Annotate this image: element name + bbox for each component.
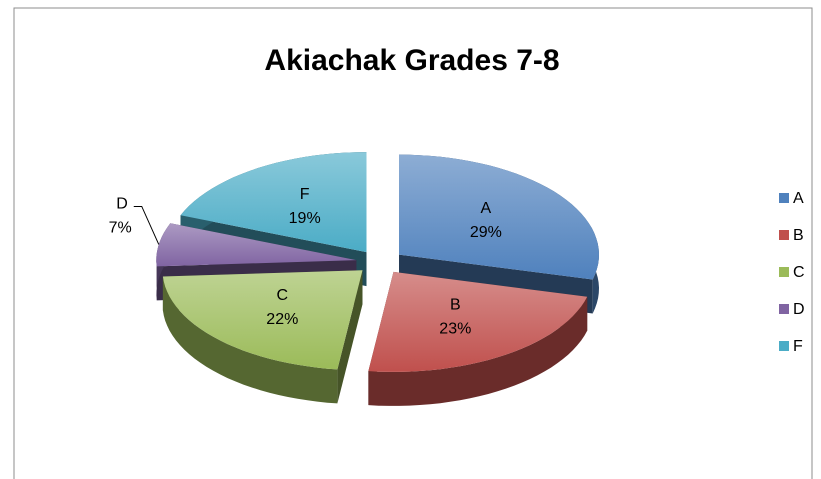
data-label-value: 29% (470, 224, 502, 241)
legend-label: B (793, 227, 804, 244)
legend-swatch (779, 304, 789, 314)
data-label-value: 19% (289, 210, 321, 227)
data-label-name: D (116, 196, 128, 213)
data-label-name: B (450, 297, 461, 314)
data-label-value: 22% (266, 311, 298, 328)
pie-slice (162, 270, 363, 404)
legend-swatch (779, 267, 789, 277)
legend-label: F (793, 338, 803, 355)
slice-top (399, 154, 599, 280)
legend-label: A (793, 190, 804, 207)
legend-label: D (793, 301, 805, 318)
data-label-name: A (481, 200, 492, 217)
data-label-value: 23% (439, 321, 471, 338)
data-label-name: C (277, 287, 289, 304)
slice-top (180, 152, 367, 253)
data-label-name: F (300, 186, 310, 203)
slice-wall (162, 276, 338, 404)
slice-top (156, 223, 357, 267)
data-label-value: 7% (109, 220, 132, 237)
legend-label: C (793, 264, 805, 281)
slice-top (368, 271, 588, 372)
chart-title: Akiachak Grades 7-8 (264, 44, 559, 77)
legend-swatch (779, 193, 789, 203)
slice-wall (368, 296, 588, 406)
legend-swatch (779, 230, 789, 240)
leader-line (133, 205, 160, 245)
pie-slice (368, 271, 588, 406)
slice-top (162, 270, 363, 370)
legend-swatch (779, 341, 789, 351)
